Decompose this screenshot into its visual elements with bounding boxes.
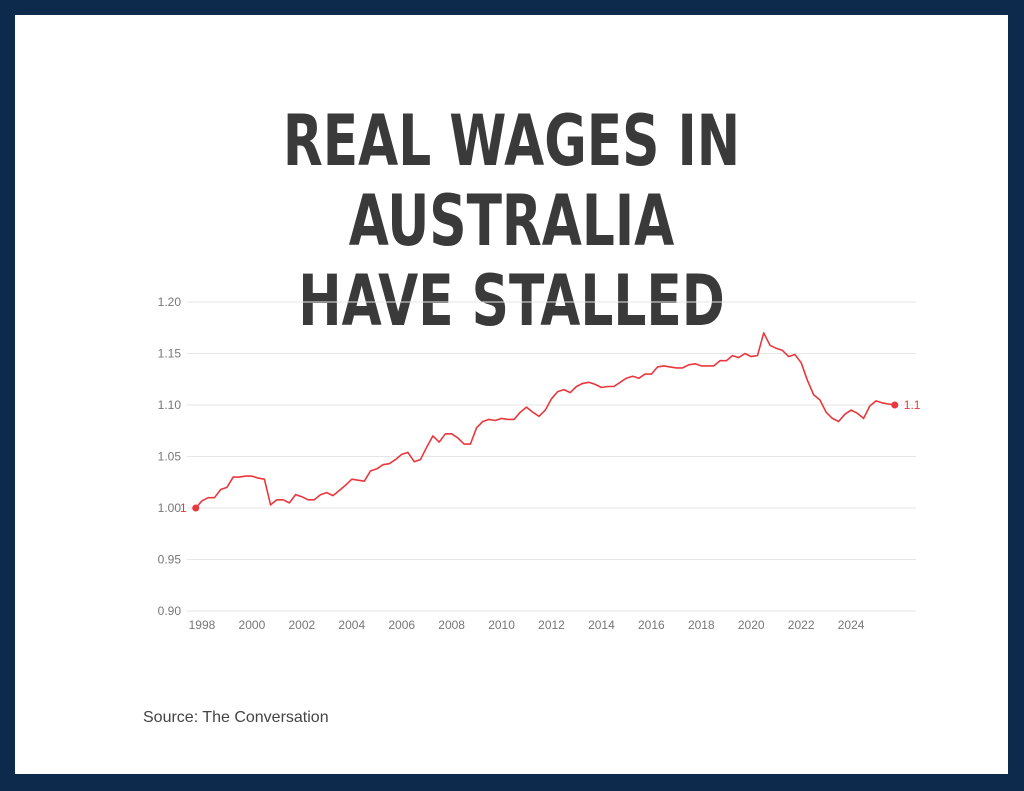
end-point: [891, 401, 899, 409]
x-tick-label: 2004: [338, 618, 365, 632]
y-tick-label: 0.95: [158, 553, 182, 567]
x-tick-label: 2006: [388, 618, 415, 632]
y-tick-label: 1.20: [158, 295, 182, 309]
line-chart: 0.90 0.95 1.00 1.05 1.10 1.15 1.20 1998 2000 200…: [158, 295, 921, 632]
series-line-0: [195, 332, 895, 509]
title-line-1: REAL WAGES IN AUSTRALIA: [282, 100, 741, 262]
source-note: Source: The Conversation: [143, 709, 329, 726]
series-layer: [192, 332, 899, 512]
title-line-2: HAVE STALLED: [298, 260, 725, 342]
grid-lines: [187, 301, 916, 612]
endpoint-labels: 11.1: [180, 398, 921, 515]
x-tick-label: 2018: [688, 618, 715, 632]
x-tick-label: 2020: [738, 618, 765, 632]
y-tick-label: 1.15: [158, 347, 182, 361]
x-tick-label: 2010: [488, 618, 515, 632]
x-tick-label: 2000: [239, 618, 266, 632]
x-tick-label: 2014: [588, 618, 615, 632]
x-axis-ticks: 1998 2000 2002 2004 2006 2008 2010 2012 2014 2016…: [189, 618, 865, 632]
x-tick-label: 2016: [638, 618, 665, 632]
y-axis-ticks: 0.90 0.95 1.00 1.05 1.10 1.15 1.20: [158, 295, 182, 618]
chart-title: REAL WAGES IN AUSTRALIA HAVE STALLED: [144, 101, 879, 341]
y-tick-label: 1.05: [158, 450, 182, 464]
x-tick-label: 2022: [788, 618, 815, 632]
start-value-label: 1: [180, 501, 187, 515]
x-tick-label: 2024: [838, 618, 865, 632]
start-point: [192, 504, 200, 512]
x-tick-label: 2002: [288, 618, 315, 632]
y-tick-label: 0.90: [158, 604, 182, 618]
chart-panel: REAL WAGES IN AUSTRALIA HAVE STALLED 0.9…: [15, 15, 1008, 774]
x-tick-label: 1998: [189, 618, 216, 632]
y-tick-label: 1.10: [158, 398, 182, 412]
end-value-label: 1.1: [904, 398, 921, 412]
y-tick-label: 1.00: [158, 501, 182, 515]
x-tick-label: 2012: [538, 618, 565, 632]
x-tick-label: 2008: [438, 618, 465, 632]
